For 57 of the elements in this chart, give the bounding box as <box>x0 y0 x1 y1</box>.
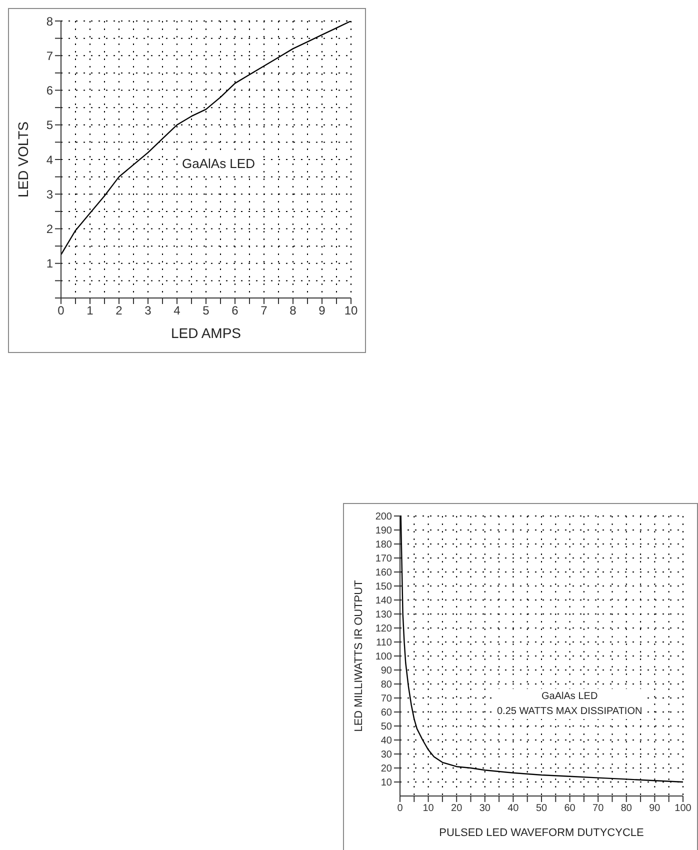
y-tick-label: 100 <box>375 652 392 663</box>
y-tick-label: 10 <box>380 778 392 789</box>
y-tick-label: 7 <box>46 48 54 63</box>
annotation: GaAlAs LED <box>540 690 599 704</box>
y-tick-label: 160 <box>375 568 392 579</box>
x-tick-label: 8 <box>290 304 297 318</box>
x-tick-label: 30 <box>479 803 491 814</box>
x-tick-label: 100 <box>674 803 692 814</box>
annotation: GaAlAs LED <box>182 154 255 174</box>
y-tick-label: 150 <box>375 582 392 593</box>
x-tick-label: 9 <box>318 304 326 318</box>
x-axis-title: LED AMPS <box>170 325 242 341</box>
y-axis-title: LED VOLTS <box>14 122 31 198</box>
x-tick-label: 0 <box>58 304 65 318</box>
x-tick-label: 2 <box>116 304 123 318</box>
y-tick-label: 80 <box>380 680 392 691</box>
y-tick-label: 60 <box>380 708 392 719</box>
x-tick-label: 40 <box>508 803 520 814</box>
x-tick-label: 60 <box>564 803 576 814</box>
x-tick-label: 4 <box>174 304 181 318</box>
x-tick-label: 70 <box>592 803 604 814</box>
y-tick-label: 110 <box>376 638 392 649</box>
x-tick-label: 5 <box>202 304 210 318</box>
x-tick-label: 80 <box>620 803 632 814</box>
y-tick-label: 2 <box>46 222 54 236</box>
x-tick-label: 3 <box>144 304 152 318</box>
y-tick-label: 70 <box>380 694 392 705</box>
x-tick-label: 90 <box>649 803 661 814</box>
y-tick-label: 30 <box>380 750 392 761</box>
x-tick-label: 10 <box>422 803 434 814</box>
y-tick-label: 6 <box>46 84 54 98</box>
x-tick-label: 20 <box>451 803 463 814</box>
y-tick-label: 180 <box>375 540 392 551</box>
y-tick-label: 5 <box>46 118 54 132</box>
y-tick-label: 1 <box>46 256 54 271</box>
x-tick-label: 0 <box>397 803 404 814</box>
y-tick-label: 130 <box>375 610 392 621</box>
y-tick-label: 200 <box>375 512 392 523</box>
x-tick-label: 50 <box>536 803 548 814</box>
y-axis-title: LED MILLIWATTS IR OUTPUT <box>352 580 365 732</box>
x-tick-label: 7 <box>260 304 268 318</box>
y-tick-label: 190 <box>375 526 392 537</box>
y-tick-label: 20 <box>380 764 392 775</box>
y-tick-label: 3 <box>46 187 54 202</box>
y-tick-label: 4 <box>46 152 54 167</box>
y-tick-label: 120 <box>375 624 392 635</box>
x-tick-label: 6 <box>232 304 239 318</box>
y-tick-label: 170 <box>375 554 392 565</box>
y-tick-label: 90 <box>380 666 392 677</box>
y-tick-label: 140 <box>375 596 392 607</box>
x-tick-label: 10 <box>344 304 358 318</box>
x-tick-label: 1 <box>86 304 94 318</box>
y-tick-label: 8 <box>46 14 54 28</box>
y-tick-label: 40 <box>380 736 392 747</box>
annotation: 0.25 WATTS MAX DISSIPATION <box>497 705 642 719</box>
x-axis-title: PULSED LED WAVEFORM DUTYCYCLE <box>439 827 644 839</box>
y-tick-label: 50 <box>380 722 392 733</box>
